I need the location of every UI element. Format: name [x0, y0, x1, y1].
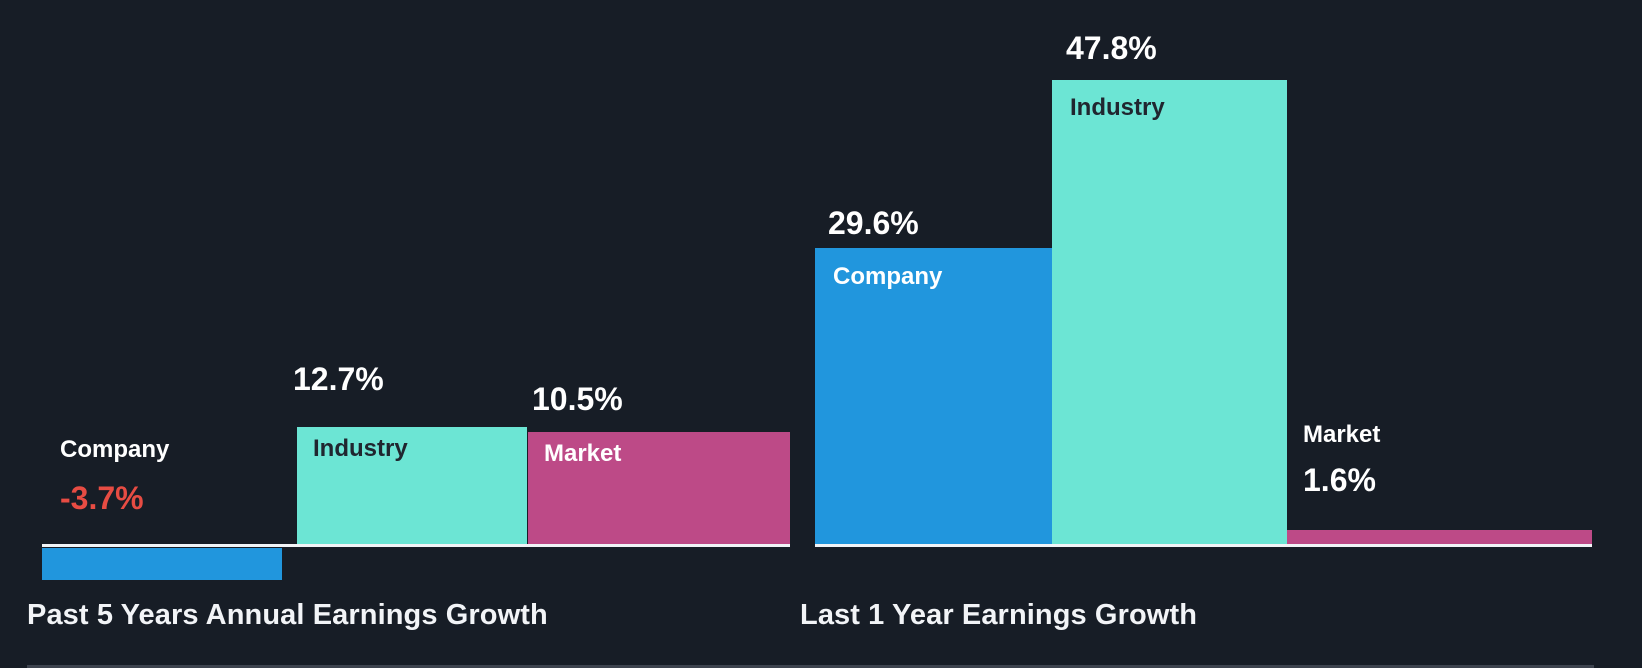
- bar-fill-company: [815, 248, 1052, 547]
- chart-panel-past-5-years: Company -3.7% Industry 12.7% Market 10.5…: [0, 0, 810, 668]
- plot-area-last-1-year: Company 29.6% Industry 47.8% Market 1.6%: [815, 0, 1642, 584]
- chart-title-last-1-year: Last 1 Year Earnings Growth: [800, 599, 1198, 631]
- baseline-past-5-years: [42, 544, 790, 547]
- chart-panel-last-1-year: Company 29.6% Industry 47.8% Market 1.6%…: [800, 0, 1642, 668]
- bar-fill-industry: [1052, 80, 1287, 547]
- bar-value-market-last-1-year: 1.6%: [1303, 462, 1376, 498]
- bar-market-past-5-years[interactable]: Market: [528, 432, 790, 547]
- bar-company-last-1-year[interactable]: Company: [815, 248, 1052, 547]
- bar-label-market-last-1-year: Market: [1303, 421, 1381, 448]
- bar-label-company-past-5-years: Company: [60, 436, 170, 463]
- plot-area-past-5-years: Company -3.7% Industry 12.7% Market 10.5…: [0, 0, 810, 584]
- baseline-last-1-year: [815, 544, 1592, 547]
- bar-label-industry-past-5-years: Industry: [313, 435, 408, 462]
- bar-label-company-last-1-year: Company: [833, 263, 943, 290]
- bar-market-last-1-year[interactable]: [1287, 530, 1592, 547]
- chart-title-past-5-years: Past 5 Years Annual Earnings Growth: [27, 599, 548, 631]
- bar-industry-last-1-year[interactable]: Industry: [1052, 80, 1287, 547]
- bar-fill-market: [1287, 530, 1592, 547]
- bar-fill-industry: [297, 427, 527, 547]
- bar-value-market-past-5-years: 10.5%: [532, 381, 623, 417]
- bar-value-company-last-1-year: 29.6%: [828, 205, 919, 241]
- bar-company-past-5-years[interactable]: [42, 548, 282, 580]
- bar-fill-market: [528, 432, 790, 547]
- chart-separator-past-5-years: [27, 665, 807, 668]
- bar-value-industry-last-1-year: 47.8%: [1066, 30, 1157, 66]
- chart-separator-last-1-year: [800, 665, 1594, 668]
- bar-value-industry-past-5-years: 12.7%: [293, 361, 384, 397]
- bar-value-company-past-5-years: -3.7%: [60, 480, 144, 516]
- bar-fill-company: [42, 548, 282, 580]
- bar-industry-past-5-years[interactable]: Industry: [297, 427, 527, 547]
- bar-label-industry-last-1-year: Industry: [1070, 94, 1165, 121]
- bar-label-market-past-5-years: Market: [544, 440, 622, 467]
